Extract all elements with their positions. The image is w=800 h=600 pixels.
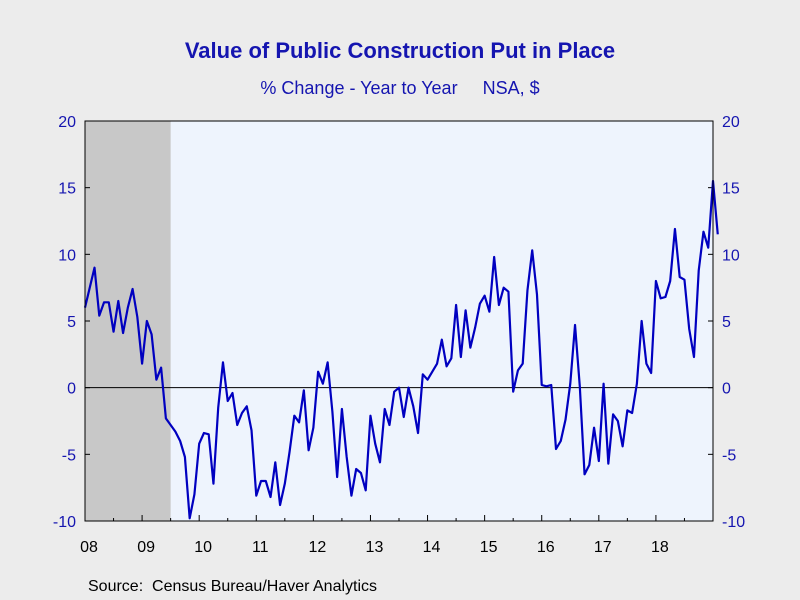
y-tick-label-left: -10 <box>53 514 76 531</box>
recession-shading <box>85 121 171 521</box>
chart-title: Value of Public Construction Put in Plac… <box>184 38 616 63</box>
x-tick-label: 12 <box>308 539 326 556</box>
y-tick-label-left: 10 <box>58 247 76 264</box>
plot-area <box>85 121 713 521</box>
x-tick-label: 15 <box>480 539 498 556</box>
x-tick-label: 16 <box>537 539 555 556</box>
y-tick-label-right: 5 <box>722 314 731 331</box>
chart-subtitle: % Change - Year to Year NSA, $ <box>260 78 540 98</box>
y-tick-label-left: 5 <box>67 314 76 331</box>
x-tick-label: 17 <box>594 539 612 556</box>
x-tick-label: 10 <box>194 539 212 556</box>
x-tick-label: 14 <box>423 539 441 556</box>
plot-frame <box>84 120 714 522</box>
y-tick-label-right: 20 <box>722 114 740 131</box>
y-tick-label-left: 0 <box>67 381 76 398</box>
y-tick-label-left: 15 <box>58 181 76 198</box>
x-tick-label: 13 <box>366 539 384 556</box>
y-tick-label-right: -10 <box>722 514 745 531</box>
x-tick-label: 18 <box>651 539 669 556</box>
x-tick-label: 08 <box>80 539 98 556</box>
y-tick-label-left: -5 <box>62 447 76 464</box>
y-tick-label-right: 15 <box>722 181 740 198</box>
series-line <box>83 179 719 520</box>
y-tick-label-right: -5 <box>722 447 736 464</box>
x-tick-label: 11 <box>252 539 269 556</box>
y-tick-label-right: 0 <box>722 381 731 398</box>
y-tick-label-left: 20 <box>58 114 76 131</box>
x-tick-label: 09 <box>137 539 155 556</box>
y-tick-label-right: 10 <box>722 247 740 264</box>
chart-source: Source: Census Bureau/Haver Analytics <box>88 578 378 595</box>
